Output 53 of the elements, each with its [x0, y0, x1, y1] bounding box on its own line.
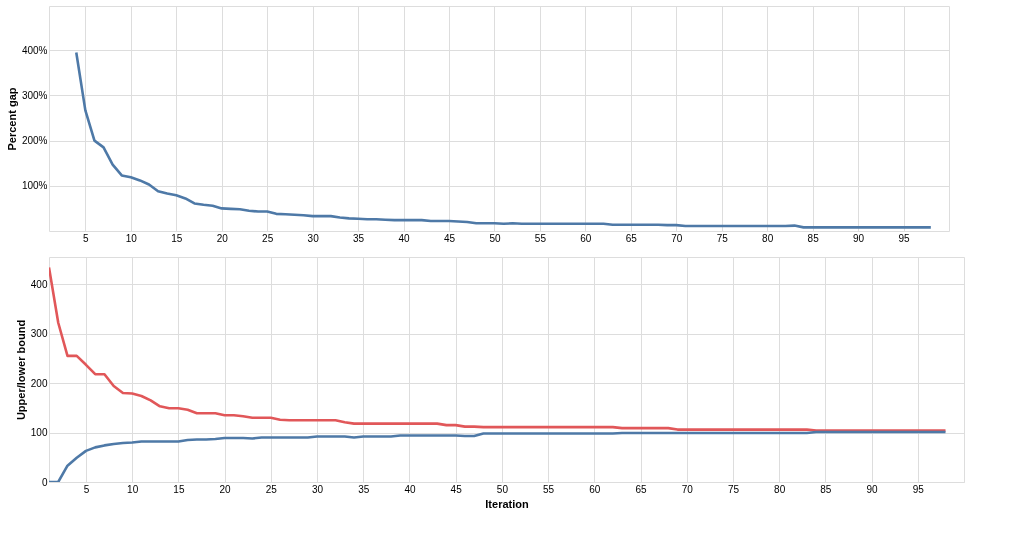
x-tick-label: 80: [762, 232, 774, 244]
x-tick-label: 50: [496, 483, 509, 495]
y-tick-label: 0: [41, 476, 48, 488]
x-tick-label: 65: [625, 232, 638, 244]
x-tick-label: 10: [127, 483, 139, 495]
x-tick-label: 75: [727, 483, 740, 495]
x-tick-label: 15: [171, 232, 183, 244]
x-tick-label: 10: [125, 232, 138, 244]
x-tick-label: 55: [534, 232, 547, 244]
x-tick-label: 5: [83, 483, 90, 495]
y-axis-title: Percent gap: [5, 87, 18, 151]
x-tick-label: 30: [311, 483, 324, 495]
y-tick-label: 200%: [21, 135, 48, 147]
x-tick-label: 95: [912, 483, 925, 495]
y-tick-label: 200: [30, 377, 48, 389]
y-axis-title: Upper/lower bound: [14, 319, 27, 421]
x-tick-label: 30: [307, 232, 320, 244]
y-tick-label: 100: [30, 427, 48, 439]
line-series: [49, 430, 947, 482]
line-series: [49, 266, 947, 432]
x-tick-label: 35: [358, 483, 370, 495]
x-tick-label: 20: [216, 232, 229, 244]
x-tick-label: 40: [398, 232, 411, 244]
x-tick-label: 35: [353, 232, 365, 244]
x-tick-label: 55: [543, 483, 555, 495]
x-tick-label: 80: [774, 483, 786, 495]
x-tick-label: 65: [635, 483, 648, 495]
x-tick-label: 70: [681, 483, 694, 495]
y-tick-label: 400%: [21, 44, 48, 56]
x-tick-label: 20: [219, 483, 232, 495]
x-tick-label: 90: [866, 483, 879, 495]
x-axis-title: Iteration: [485, 497, 529, 510]
x-tick-label: 60: [589, 483, 601, 495]
y-tick-label: 300%: [21, 89, 48, 101]
x-tick-label: 60: [580, 232, 592, 244]
x-tick-label: 5: [83, 232, 90, 244]
line-series: [74, 51, 933, 229]
x-tick-label: 95: [898, 232, 911, 244]
x-tick-label: 85: [807, 232, 820, 244]
x-tick-label: 45: [443, 232, 456, 244]
x-tick-label: 50: [489, 232, 501, 244]
y-tick-label: 400: [30, 278, 48, 290]
x-tick-label: 40: [404, 483, 416, 495]
x-tick-label: 70: [671, 232, 683, 244]
x-tick-label: 85: [820, 483, 832, 495]
x-tick-label: 25: [262, 232, 274, 244]
x-tick-label: 25: [265, 483, 278, 495]
y-tick-label: 300: [30, 328, 48, 340]
y-tick-label: 100%: [21, 180, 48, 192]
x-tick-label: 90: [853, 232, 865, 244]
x-tick-label: 45: [450, 483, 463, 495]
x-tick-label: 75: [716, 232, 729, 244]
x-tick-label: 15: [173, 483, 185, 495]
